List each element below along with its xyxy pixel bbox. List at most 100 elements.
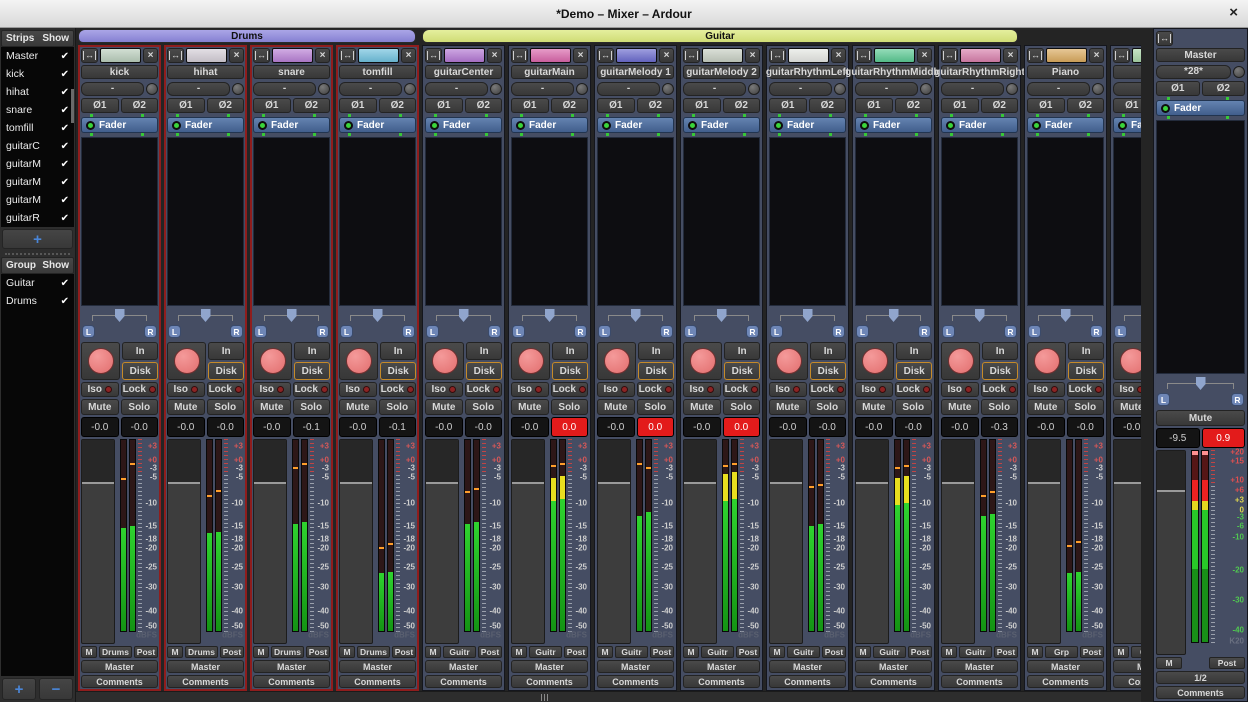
narrow-strip-toggle[interactable]: ↔	[597, 48, 614, 63]
phase-1-button[interactable]: Ø1	[683, 98, 721, 113]
metering-point-button[interactable]: Post	[134, 646, 158, 658]
track-name-button[interactable]: guitarRhythmLeft	[765, 65, 850, 79]
sidebar-strip-row[interactable]: guitarR ✔	[1, 209, 74, 227]
sidebar-strip-row[interactable]: guitarM ✔	[1, 173, 74, 191]
master-output-selector[interactable]: *28*	[1156, 64, 1231, 79]
mono-button[interactable]: M	[855, 646, 871, 658]
track-name-button[interactable]: guitarMelody 2	[683, 65, 760, 79]
solo-lock-button[interactable]: Lock	[980, 382, 1018, 397]
processor-active-led[interactable]	[172, 120, 181, 130]
processor-active-led[interactable]	[1032, 120, 1041, 130]
sidebar-strip-row[interactable]: snare ✔	[1, 101, 74, 119]
mute-button[interactable]: Mute	[1027, 399, 1065, 415]
visibility-checkbox[interactable]: ✔	[60, 158, 69, 170]
pan-control[interactable]: L R	[253, 308, 330, 340]
pan-handle[interactable]	[200, 309, 211, 322]
track-name-button[interactable]: snare	[253, 65, 330, 79]
peak-display[interactable]: 0.0	[550, 417, 588, 437]
gain-fader[interactable]	[683, 439, 717, 644]
record-arm-button[interactable]	[339, 342, 379, 380]
gain-display[interactable]: -0.0	[425, 417, 463, 437]
visibility-checkbox[interactable]: ✔	[60, 194, 69, 206]
trim-knob[interactable]	[1233, 65, 1245, 78]
solo-button[interactable]: Solo	[464, 399, 502, 415]
group-button[interactable]: Guitr	[873, 646, 906, 658]
narrow-strip-toggle[interactable]: ↔	[253, 48, 270, 63]
titlebar[interactable]: *Demo – Mixer – Ardour ×	[0, 0, 1248, 28]
output-button[interactable]: Master	[769, 660, 846, 673]
group-button[interactable]: Guitr	[787, 646, 820, 658]
monitor-disk-button[interactable]: Disk	[380, 362, 416, 380]
sidebar-group-row[interactable]: Guitar ✔	[1, 274, 74, 292]
mono-button[interactable]: M	[683, 646, 699, 658]
solo-lock-button[interactable]: Lock	[206, 382, 244, 397]
metering-point-button[interactable]: Post	[994, 646, 1018, 658]
solo-lock-button[interactable]: Lock	[808, 382, 846, 397]
monitor-disk-button[interactable]: Disk	[294, 362, 330, 380]
input-selector[interactable]: -	[339, 81, 402, 96]
phase-1-button[interactable]: Ø1	[855, 98, 893, 113]
peak-display[interactable]: 0.0	[722, 417, 760, 437]
monitor-input-button[interactable]: In	[466, 342, 502, 360]
solo-lock-button[interactable]: Lock	[550, 382, 588, 397]
processor-box[interactable]	[1156, 120, 1245, 374]
solo-button[interactable]: Solo	[206, 399, 244, 415]
monitor-input-button[interactable]: In	[122, 342, 158, 360]
fader-processor-button[interactable]: Fader	[597, 117, 674, 133]
phase-2-button[interactable]: Ø2	[378, 98, 416, 113]
solo-button[interactable]: Solo	[894, 399, 932, 415]
peak-display[interactable]: -0.0	[206, 417, 244, 437]
narrow-strip-toggle[interactable]: ↔	[1113, 48, 1130, 63]
comments-button[interactable]: Comments	[941, 675, 1018, 688]
peak-display[interactable]: -0.0	[120, 417, 158, 437]
narrow-strip-toggle[interactable]: ↔	[941, 48, 958, 63]
pan-control[interactable]: L R	[339, 308, 416, 340]
trim-knob[interactable]	[920, 82, 932, 95]
record-arm-button[interactable]	[511, 342, 551, 380]
solo-lock-button[interactable]: Lock	[120, 382, 158, 397]
sidebar-group-row[interactable]: Drums ✔	[1, 292, 74, 310]
output-button[interactable]: Master	[511, 660, 588, 673]
gain-display[interactable]: -0.0	[597, 417, 635, 437]
hide-strip-button[interactable]: ×	[487, 48, 502, 63]
solo-button[interactable]: Solo	[292, 399, 330, 415]
narrow-strip-toggle[interactable]: ↔	[1027, 48, 1044, 63]
mono-button[interactable]: M	[1156, 657, 1182, 669]
hide-strip-button[interactable]: ×	[831, 48, 846, 63]
phase-1-button[interactable]: Ø1	[597, 98, 635, 113]
pan-handle[interactable]	[1060, 309, 1071, 322]
processor-box[interactable]	[81, 137, 158, 306]
gain-display[interactable]: -0.0	[1027, 417, 1065, 437]
hide-strip-button[interactable]: ×	[315, 48, 330, 63]
add-group-button[interactable]: +	[2, 678, 36, 700]
processor-active-led[interactable]	[860, 120, 869, 130]
solo-lock-button[interactable]: Lock	[378, 382, 416, 397]
gain-fader[interactable]	[167, 439, 201, 644]
comments-button[interactable]: Comments	[769, 675, 846, 688]
group-tab-drums[interactable]: Drums	[78, 29, 416, 43]
metering-point-button[interactable]: Post	[1080, 646, 1104, 658]
phase-2-button[interactable]: Ø2	[206, 98, 244, 113]
strip-color-swatch[interactable]	[1046, 48, 1087, 63]
solo-isolate-button[interactable]: Iso	[253, 382, 291, 397]
monitor-disk-button[interactable]: Disk	[122, 362, 158, 380]
processor-box[interactable]	[941, 137, 1018, 306]
output-button[interactable]: Master	[1027, 660, 1104, 673]
pan-handle[interactable]	[544, 309, 555, 322]
peak-display[interactable]: -0.0	[1066, 417, 1104, 437]
trim-knob[interactable]	[490, 82, 502, 95]
sidebar-strip-row[interactable]: tomfill ✔	[1, 119, 74, 137]
pan-control[interactable]: L R	[81, 308, 158, 340]
pan-handle[interactable]	[716, 309, 727, 322]
sidebar-separator[interactable]	[5, 253, 70, 255]
pan-control[interactable]: L R	[597, 308, 674, 340]
narrow-strip-toggle[interactable]: ↔	[683, 48, 700, 63]
gain-display[interactable]: -0.0	[339, 417, 377, 437]
visibility-checkbox[interactable]: ✔	[60, 104, 69, 116]
solo-isolate-button[interactable]: Iso	[683, 382, 721, 397]
comments-button[interactable]: Comments	[339, 675, 416, 688]
mute-button[interactable]: Mute	[597, 399, 635, 415]
solo-lock-button[interactable]: Lock	[1066, 382, 1104, 397]
mute-button[interactable]: Mute	[941, 399, 979, 415]
hide-strip-button[interactable]: ×	[1003, 48, 1018, 63]
